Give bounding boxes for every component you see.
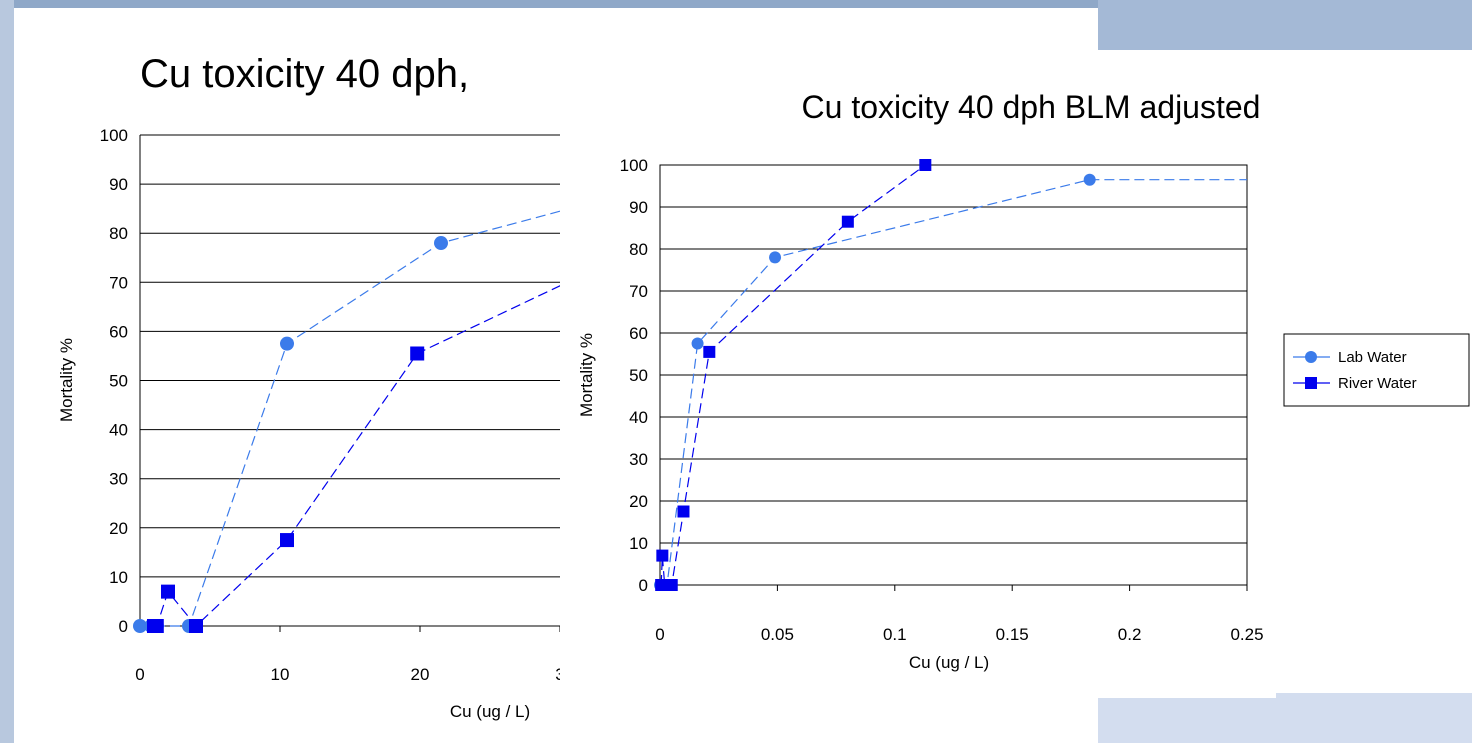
chart1-xtick-label: 0 xyxy=(135,665,144,684)
chart2-series-group xyxy=(654,159,1247,591)
chart2-legend: Lab Water River Water xyxy=(1283,333,1470,407)
chart1-ytick-label: 100 xyxy=(100,126,128,145)
chart1-series-2-point xyxy=(161,584,175,599)
chart2-plot-border xyxy=(659,164,1248,586)
chart2-xtick-label: 0.15 xyxy=(996,625,1029,644)
chart1: 0102030405060708090100010203Cu toxicity … xyxy=(57,52,570,721)
right-lower-band xyxy=(1098,693,1472,743)
chart1-xtick-label: 10 xyxy=(271,665,290,684)
chart2-y-axis-label: Mortality % xyxy=(577,333,596,417)
chart2-series-2-point xyxy=(656,549,669,562)
chart2-xtick-label: 0.25 xyxy=(1230,625,1263,644)
chart1-ytick-label: 30 xyxy=(109,470,128,489)
chart1-ytick-label: 60 xyxy=(109,322,128,341)
chart2-panel xyxy=(560,68,1276,698)
chart2-xtick-label: 0.05 xyxy=(761,625,794,644)
chart1-ytick-label: 10 xyxy=(109,568,128,587)
chart2-ytick-label: 100 xyxy=(620,156,648,175)
chart2-ytick-label: 60 xyxy=(629,324,648,343)
chart1-ytick-label: 80 xyxy=(109,224,128,243)
chart1-series-2-point xyxy=(410,346,425,361)
chart1-series-1-point xyxy=(133,619,147,633)
chart1-title: Cu toxicity 40 dph, xyxy=(140,52,469,96)
left-band xyxy=(0,0,14,743)
chart2-legend-label: Lab Water xyxy=(1338,349,1407,366)
chart1-series-2-point xyxy=(189,619,203,633)
chart1-ytick-label: 50 xyxy=(109,372,128,391)
chart2-xtick-label: 0 xyxy=(655,625,664,644)
chart2-series-1-point xyxy=(1083,173,1096,186)
chart1-ytick-label: 0 xyxy=(119,617,128,636)
chart2-ytick-label: 0 xyxy=(639,576,648,595)
chart2-legend-label: River Water xyxy=(1338,375,1417,392)
chart2: 0 10 20 30 40 50 60 70 80 90 100 0 0.05 0.1 0.15 0.2 0.2… xyxy=(560,68,1470,698)
chart2-ytick-label: 40 xyxy=(629,408,648,427)
chart1-ytick-label: 20 xyxy=(109,519,128,538)
chart1-series-1-point xyxy=(280,336,294,351)
chart1-xtick-label: 20 xyxy=(411,665,430,684)
chart2-ytick-label: 10 xyxy=(629,534,648,553)
chart2-series-1-point xyxy=(691,337,704,350)
chart2-series-2-point xyxy=(703,345,716,358)
chart1-series-1-line xyxy=(140,210,560,627)
chart2-xtick-label: 0.2 xyxy=(1118,625,1142,644)
chart2-x-axis-label: Cu (ug / L) xyxy=(909,653,989,672)
chart2-legend-marker xyxy=(1305,377,1317,389)
chart1-ytick-label: 40 xyxy=(109,421,128,440)
chart2-ytick-label: 20 xyxy=(629,492,648,511)
chart2-ytick-label: 30 xyxy=(629,450,648,469)
chart2-ytick-label: 50 xyxy=(629,366,648,385)
chart2-title: Cu toxicity 40 dph BLM adjusted xyxy=(802,89,1261,125)
chart2-ytick-label: 90 xyxy=(629,198,648,217)
chart1-ytick-label: 70 xyxy=(109,273,128,292)
chart2-ytick-label: 70 xyxy=(629,282,648,301)
chart1-y-axis-label: Mortality % xyxy=(57,338,76,422)
chart1-ytick-label: 90 xyxy=(109,175,128,194)
chart1-series-2-point xyxy=(149,619,164,633)
chart1-series-group xyxy=(133,210,560,633)
chart2-series-2-point xyxy=(919,159,932,171)
chart2-series-2-point xyxy=(841,215,854,228)
chart2-xtick-label: 0.1 xyxy=(883,625,907,644)
chart1-x-axis-label: Cu (ug / L) xyxy=(450,702,530,721)
chart2-series-1-point xyxy=(769,251,782,264)
chart2-series-2-point xyxy=(677,505,690,518)
chart2-legend-marker xyxy=(1305,351,1317,363)
chart2-series-2-point xyxy=(665,579,678,591)
chart2-ytick-label: 80 xyxy=(629,240,648,259)
right-upper-band xyxy=(1098,0,1472,50)
chart1-series-1-point xyxy=(434,236,448,251)
chart2-legend-box xyxy=(1283,333,1470,407)
chart1-series-2-point xyxy=(280,533,294,548)
chart1-series-2-line xyxy=(154,285,560,627)
